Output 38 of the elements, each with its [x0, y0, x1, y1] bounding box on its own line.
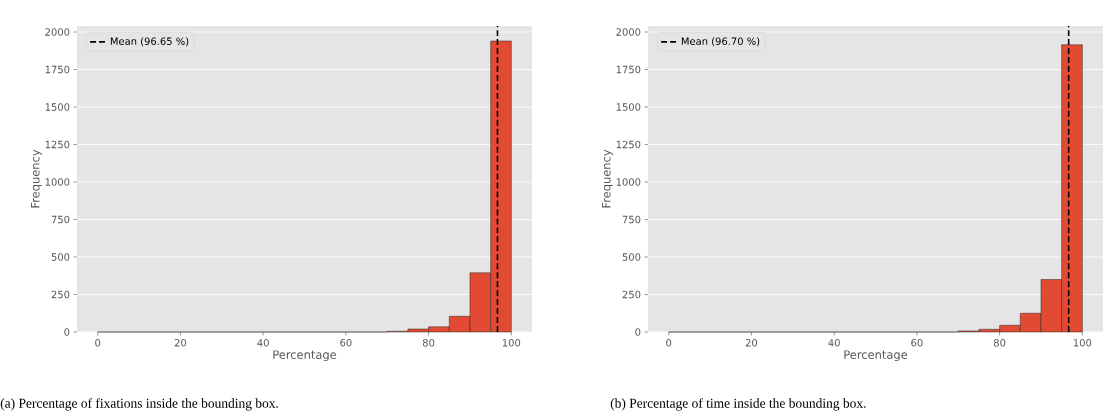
- x-tick-label: 20: [745, 338, 758, 347]
- y-tick-label: 250: [622, 290, 641, 299]
- x-axis-title: Percentage: [273, 350, 337, 362]
- x-tick-label: 60: [911, 338, 923, 347]
- x-tick-label: 40: [828, 338, 840, 347]
- x-tick-label: 100: [1073, 338, 1092, 347]
- x-tick-label: 80: [422, 338, 435, 347]
- y-tick-label: 1000: [45, 178, 70, 186]
- ref-line-label: Mean (96.65 %): [110, 37, 189, 47]
- y-tick-label: 1250: [616, 140, 641, 149]
- text: (a) Percentage of fixations inside the bounding box.: [0, 398, 278, 411]
- y-tick-label: 2000: [616, 28, 641, 36]
- y-tick-label: 250: [51, 290, 70, 299]
- y-tick-label: 1250: [45, 140, 70, 149]
- x-axis-title: Percentage: [844, 350, 908, 362]
- y-tick-label: 1000: [616, 178, 641, 186]
- y-tick-label: 0: [635, 328, 641, 336]
- text: (b) Percentage of time inside the bounding box.: [610, 398, 866, 411]
- y-tick-label: 750: [622, 215, 641, 224]
- y-axis-title: Frequency: [31, 149, 42, 208]
- y-tick-label: 1500: [616, 103, 641, 111]
- y-tick-label: 750: [51, 215, 70, 224]
- y-tick-label: 500: [51, 253, 70, 261]
- x-tick-label: 100: [502, 338, 521, 347]
- x-tick-label: 0: [95, 338, 101, 347]
- y-tick-label: 0: [64, 328, 70, 336]
- x-tick-label: 0: [666, 338, 672, 347]
- x-tick-label: 80: [993, 338, 1006, 347]
- ref-line-label: Mean (96.70 %): [681, 37, 760, 47]
- y-tick-label: 1750: [616, 65, 641, 74]
- x-tick-label: 20: [174, 338, 187, 347]
- y-tick-label: 2000: [45, 28, 70, 36]
- y-tick-label: 500: [622, 253, 641, 261]
- x-tick-label: 40: [257, 338, 269, 347]
- x-tick-label: 60: [340, 338, 352, 347]
- y-axis-title: Frequency: [602, 149, 613, 208]
- y-tick-label: 1750: [45, 65, 70, 74]
- y-tick-label: 1500: [45, 103, 70, 111]
